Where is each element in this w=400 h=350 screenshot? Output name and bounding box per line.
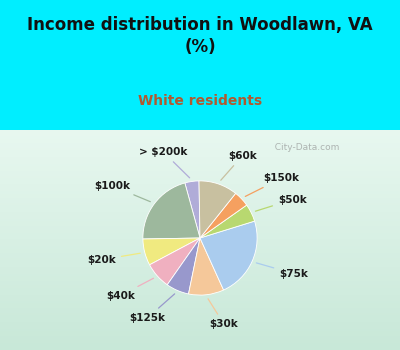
Wedge shape: [143, 238, 200, 265]
Text: $60k: $60k: [221, 151, 257, 180]
Text: City-Data.com: City-Data.com: [269, 143, 339, 152]
Text: $40k: $40k: [106, 278, 154, 301]
Wedge shape: [199, 181, 236, 238]
Text: $30k: $30k: [208, 299, 238, 329]
Wedge shape: [200, 205, 254, 238]
Text: $150k: $150k: [245, 174, 299, 196]
Text: $125k: $125k: [130, 294, 175, 323]
Text: White residents: White residents: [138, 94, 262, 108]
Text: $50k: $50k: [256, 195, 307, 211]
Text: $100k: $100k: [94, 181, 150, 202]
Wedge shape: [185, 181, 200, 238]
Text: $75k: $75k: [256, 263, 308, 279]
Wedge shape: [200, 221, 257, 290]
Text: $20k: $20k: [87, 253, 140, 265]
Wedge shape: [200, 193, 247, 238]
Wedge shape: [188, 238, 224, 295]
Wedge shape: [167, 238, 200, 294]
Text: > $200k: > $200k: [139, 147, 190, 178]
Wedge shape: [150, 238, 200, 285]
Wedge shape: [143, 183, 200, 239]
Text: Income distribution in Woodlawn, VA
(%): Income distribution in Woodlawn, VA (%): [27, 16, 373, 56]
